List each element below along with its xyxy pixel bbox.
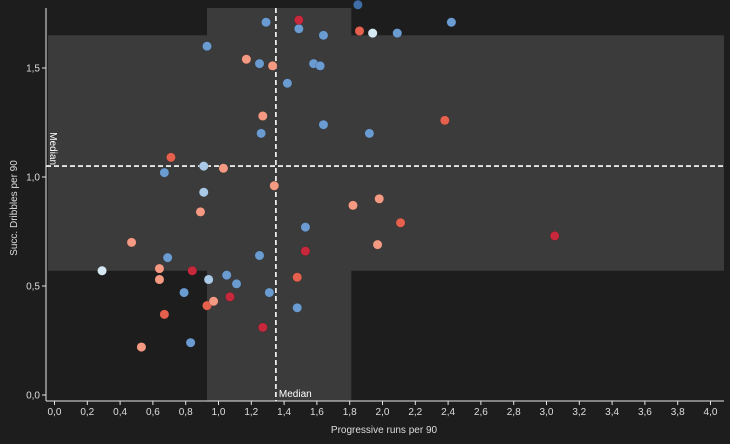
data-point[interactable] — [154, 274, 165, 285]
x-axis-label: Progressive runs per 90 — [331, 425, 438, 436]
y-tick-label: 0,5 — [26, 282, 40, 293]
data-point[interactable] — [208, 296, 219, 307]
data-point[interactable] — [179, 287, 189, 298]
data-point[interactable] — [292, 302, 303, 313]
data-point[interactable] — [300, 246, 311, 256]
data-point[interactable] — [154, 263, 165, 274]
x-tick-label: 2,6 — [474, 407, 488, 418]
data-point[interactable] — [254, 250, 265, 261]
y-tick-label: 1,0 — [26, 173, 40, 184]
x-tick-label: 2,4 — [441, 407, 455, 418]
x-tick-label: 4,0 — [704, 407, 718, 418]
x-tick-label: 1,6 — [310, 407, 324, 418]
data-point[interactable] — [367, 28, 378, 38]
data-point[interactable] — [294, 23, 304, 34]
data-point[interactable] — [202, 41, 212, 52]
data-point[interactable] — [348, 200, 358, 211]
median-bands — [48, 8, 724, 401]
x-tick-label: 1,0 — [212, 407, 226, 418]
x-tick-label: 2,8 — [507, 407, 521, 418]
data-point[interactable] — [97, 265, 107, 276]
x-tick-label: 3,8 — [671, 407, 685, 418]
data-point[interactable] — [261, 17, 271, 28]
data-point[interactable] — [439, 115, 450, 126]
data-point[interactable] — [241, 54, 252, 65]
x-tick-label: 3,4 — [605, 407, 619, 418]
data-point[interactable] — [257, 322, 268, 333]
x-tick-label: 3,0 — [540, 407, 554, 418]
data-point[interactable] — [300, 222, 311, 232]
data-point[interactable] — [315, 60, 326, 71]
x-tick-label: 1,8 — [343, 407, 357, 418]
data-point[interactable] — [254, 58, 265, 69]
data-point[interactable] — [318, 30, 329, 41]
data-point[interactable] — [392, 28, 403, 38]
data-point[interactable] — [203, 274, 214, 285]
data-point[interactable] — [446, 17, 457, 28]
median-band-horizontal — [48, 35, 724, 271]
data-point[interactable] — [395, 217, 406, 228]
data-point[interactable] — [166, 152, 176, 163]
x-tick-label: 0,2 — [80, 407, 94, 418]
median-label-x: Median — [279, 389, 312, 400]
data-point[interactable] — [374, 193, 385, 204]
data-point[interactable] — [225, 292, 235, 302]
x-tick-label: 2,2 — [408, 407, 422, 418]
data-point[interactable] — [198, 187, 209, 198]
data-point[interactable] — [221, 270, 232, 280]
data-point[interactable] — [162, 252, 173, 263]
x-tick-label: 1,4 — [277, 407, 291, 418]
data-point[interactable] — [372, 239, 383, 250]
axes — [45, 8, 724, 402]
median-lines: Median Median — [46, 8, 724, 401]
x-axis-ticks: 0,0 0,2 0,4 0,6 0,8 1,0 1,2 1,4 1,6 1,8 2,0 2,2 2,4 2… — [48, 401, 718, 418]
data-point[interactable] — [257, 111, 268, 121]
data-point[interactable] — [231, 278, 242, 289]
data-point[interactable] — [195, 207, 206, 217]
x-tick-label: 3,6 — [638, 407, 652, 418]
y-axis-ticks: 0,00,51,01,52,02,53,03,5 — [26, 64, 46, 402]
data-point[interactable] — [185, 337, 196, 348]
x-tick-label: 2,0 — [376, 407, 390, 418]
data-points — [97, 0, 560, 352]
x-tick-label: 1,2 — [244, 407, 258, 418]
data-point[interactable] — [256, 128, 266, 139]
median-label-y: Median — [47, 132, 58, 165]
data-point[interactable] — [264, 287, 275, 298]
data-point[interactable] — [267, 60, 278, 71]
data-point[interactable] — [218, 163, 229, 174]
y-tick-label: 1,5 — [26, 64, 40, 75]
y-tick-label: 0,0 — [26, 391, 40, 402]
data-point[interactable] — [292, 272, 303, 283]
data-point[interactable] — [198, 161, 209, 171]
data-point[interactable] — [354, 26, 365, 36]
x-tick-label: 0,4 — [113, 407, 127, 418]
data-point[interactable] — [294, 15, 304, 25]
x-tick-label: 0,0 — [48, 407, 62, 418]
data-point[interactable] — [353, 0, 363, 10]
data-point[interactable] — [187, 265, 198, 276]
data-point[interactable] — [136, 342, 147, 352]
data-point[interactable] — [549, 231, 560, 241]
y-axis-label: Succ. Dribbles per 90 — [9, 160, 20, 256]
data-point[interactable] — [159, 309, 170, 320]
data-point[interactable] — [159, 167, 170, 178]
x-tick-label: 3,2 — [572, 407, 586, 418]
data-point[interactable] — [318, 119, 329, 130]
data-point[interactable] — [202, 300, 212, 311]
x-tick-label: 0,8 — [179, 407, 193, 418]
data-point[interactable] — [269, 180, 280, 191]
data-point[interactable] — [282, 78, 293, 89]
x-tick-label: 0,6 — [146, 407, 160, 418]
data-point[interactable] — [364, 128, 375, 139]
data-point[interactable] — [126, 237, 137, 248]
